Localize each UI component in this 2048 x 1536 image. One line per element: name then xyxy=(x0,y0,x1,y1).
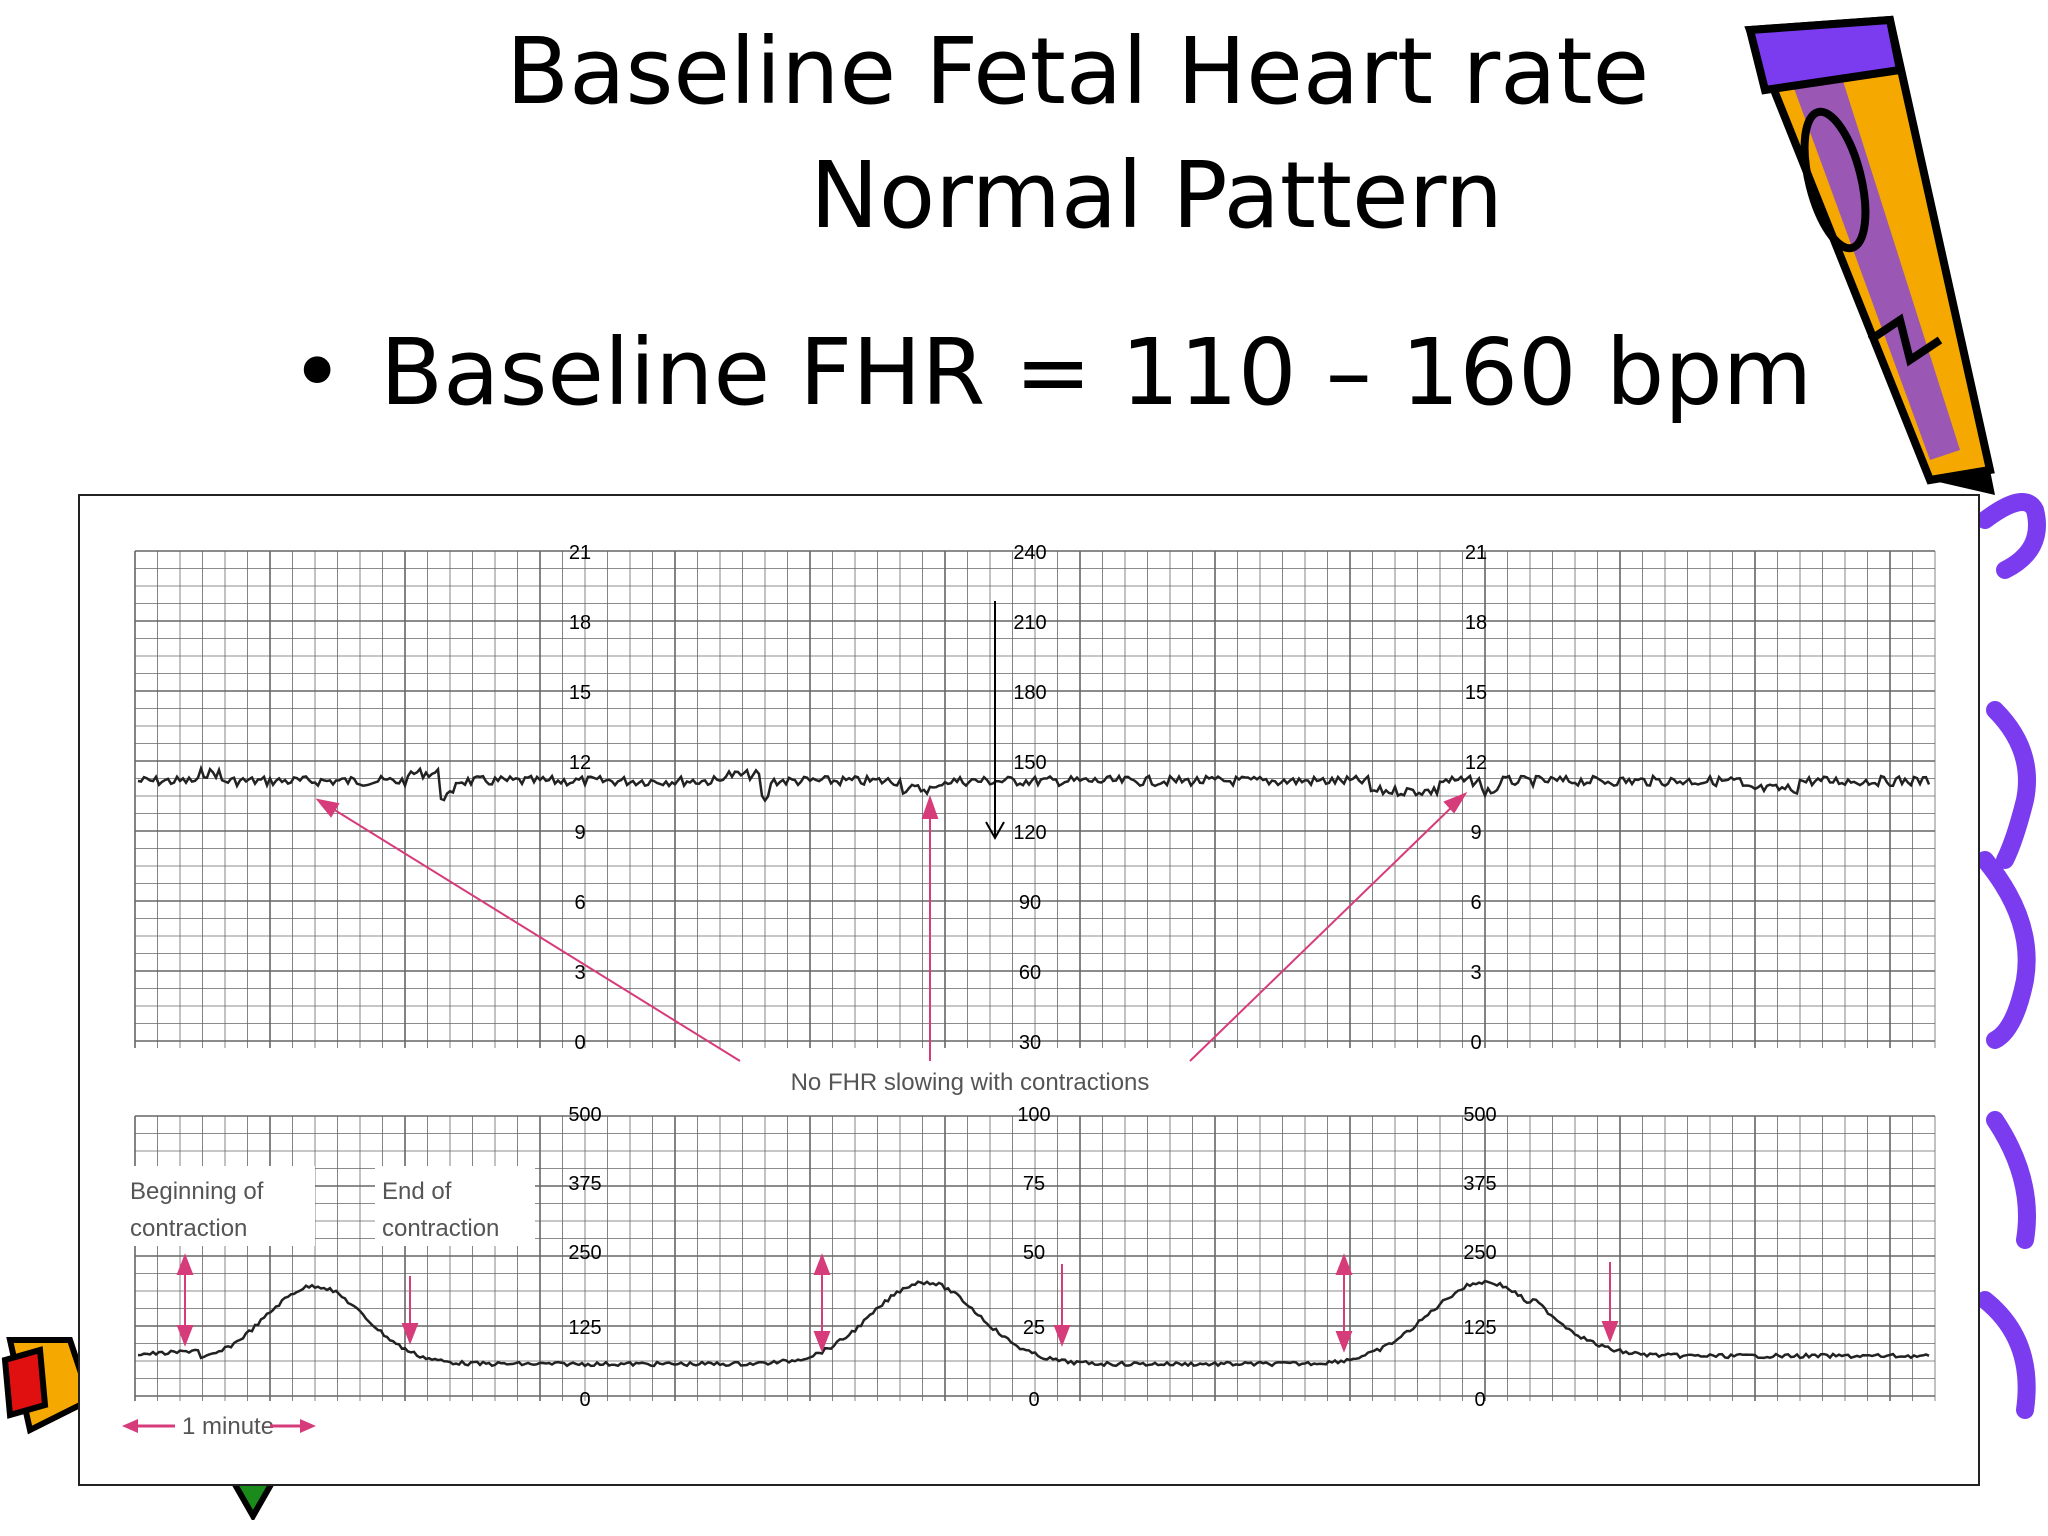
title-line-2: Normal Pattern xyxy=(810,142,1504,249)
tick-label: 9 xyxy=(1470,822,1481,844)
contraction-markers xyxy=(176,1253,1619,1353)
minute-label: 1 minute xyxy=(182,1413,274,1440)
bullet-item: • Baseline FHR = 110 – 160 bpm xyxy=(290,318,1812,428)
fhr-trace xyxy=(137,764,1931,803)
top-panel-grid xyxy=(134,550,1936,1048)
strip-chart-svg: 21 18 15 12 9 6 3 0 240 210 180 150 120 … xyxy=(122,542,1936,1440)
squiggle-decoration-icon xyxy=(1976,493,2046,1419)
tick-label: 12 xyxy=(569,752,591,774)
tick-label: 21 xyxy=(569,542,591,564)
bullet-text: Baseline FHR = 110 – 160 bpm xyxy=(380,319,1813,426)
tick-label: 6 xyxy=(574,892,585,914)
bottom-center-scale: 100 75 50 25 0 xyxy=(1017,1104,1050,1411)
tick-label: 75 xyxy=(1023,1173,1045,1195)
tick-label: 18 xyxy=(569,612,591,634)
tick-label: 125 xyxy=(1463,1317,1496,1339)
tick-label: 50 xyxy=(1023,1242,1045,1264)
pencil-icon xyxy=(1744,15,1995,495)
tick-label: 90 xyxy=(1019,892,1041,914)
top-left-scale: 21 18 15 12 9 6 3 0 xyxy=(569,542,591,1054)
bullet-dot: • xyxy=(290,319,345,426)
tick-label: 15 xyxy=(569,682,591,704)
tick-label: 18 xyxy=(1465,612,1487,634)
tick-label: 30 xyxy=(1019,1032,1041,1054)
label-line: Beginning of xyxy=(130,1178,264,1205)
tick-label: 100 xyxy=(1017,1104,1050,1126)
tick-label: 21 xyxy=(1465,542,1487,564)
tick-label: 150 xyxy=(1013,752,1046,774)
tick-label: 15 xyxy=(1465,682,1487,704)
tick-label: 500 xyxy=(568,1104,601,1126)
tick-label: 375 xyxy=(568,1173,601,1195)
label-line: End of xyxy=(382,1178,452,1205)
slide-title: Baseline Fetal Heart rate Normal Pattern xyxy=(380,10,1780,258)
annotation-arrows xyxy=(315,791,1468,1062)
beginning-of-contraction-label: Beginning of contraction xyxy=(125,1166,315,1246)
tick-label: 500 xyxy=(1463,1104,1496,1126)
tick-label: 375 xyxy=(1463,1173,1496,1195)
contraction-trace xyxy=(137,1279,1930,1368)
top-center-scale: 240 210 180 150 120 90 60 30 xyxy=(1013,542,1046,1054)
tick-label: 9 xyxy=(574,822,585,844)
label-line: contraction xyxy=(130,1215,247,1242)
tick-label: 180 xyxy=(1013,682,1046,704)
tick-label: 3 xyxy=(1470,962,1481,984)
fetal-monitor-strip: 21 18 15 12 9 6 3 0 240 210 180 150 120 … xyxy=(78,494,1980,1486)
baseline-arrow xyxy=(985,601,1005,841)
tick-label: 25 xyxy=(1023,1317,1045,1339)
tick-label: 240 xyxy=(1013,542,1046,564)
tick-label: 210 xyxy=(1013,612,1046,634)
tick-label: 120 xyxy=(1013,822,1046,844)
tick-label: 250 xyxy=(568,1242,601,1264)
tick-label: 125 xyxy=(568,1317,601,1339)
bottom-left-scale: 500 375 250 125 0 xyxy=(568,1104,601,1411)
tick-label: 0 xyxy=(574,1032,585,1054)
tick-label: 0 xyxy=(1028,1389,1039,1411)
tick-label: 0 xyxy=(579,1389,590,1411)
end-of-contraction-label: End of contraction xyxy=(375,1166,535,1246)
tick-label: 0 xyxy=(1474,1389,1485,1411)
no-slowing-annotation: No FHR slowing with contractions xyxy=(791,1069,1150,1096)
tick-label: 250 xyxy=(1463,1242,1496,1264)
top-right-scale: 21 18 15 12 9 6 3 0 xyxy=(1465,542,1487,1054)
tick-label: 60 xyxy=(1019,962,1041,984)
tick-label: 3 xyxy=(574,962,585,984)
tick-label: 6 xyxy=(1470,892,1481,914)
title-line-1: Baseline Fetal Heart rate xyxy=(506,18,1650,125)
tick-label: 12 xyxy=(1465,752,1487,774)
bottom-right-scale: 500 375 250 125 0 xyxy=(1463,1104,1496,1411)
tick-label: 0 xyxy=(1470,1032,1481,1054)
label-line: contraction xyxy=(382,1215,499,1242)
one-minute-scale: 1 minute xyxy=(122,1413,316,1440)
